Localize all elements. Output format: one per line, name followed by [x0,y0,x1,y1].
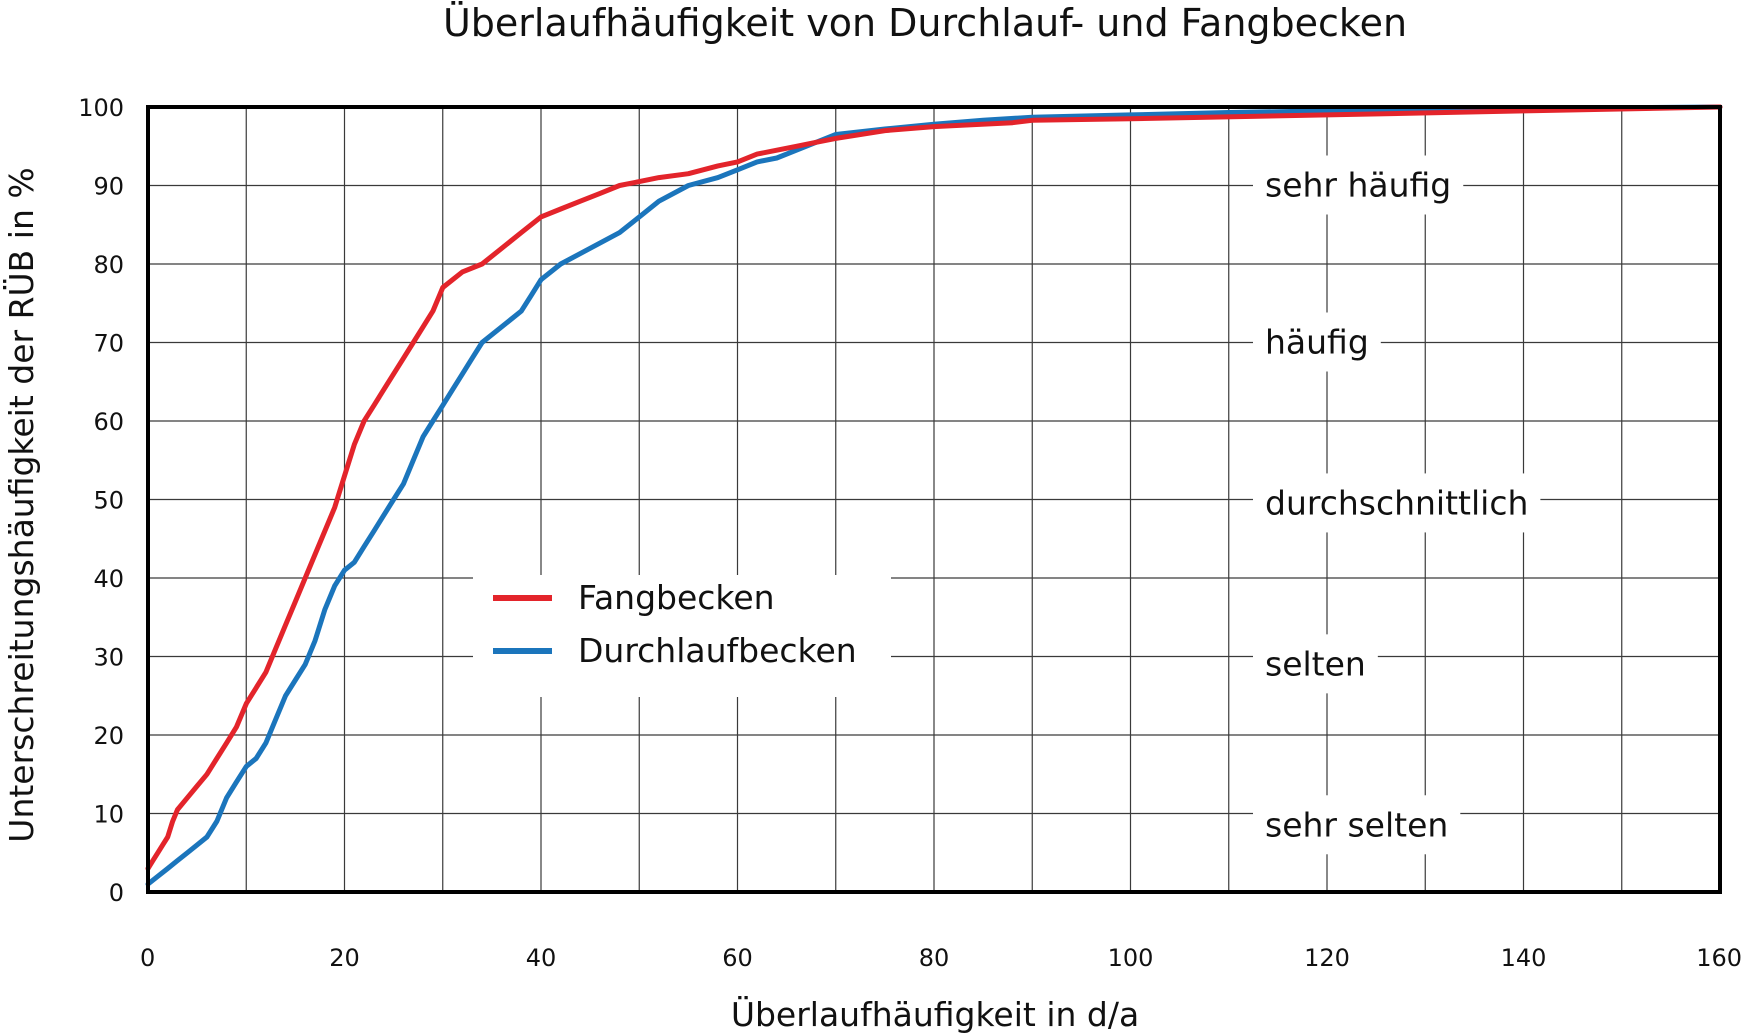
y-tick-label: 0 [109,879,124,907]
x-tick-label: 0 [140,944,155,972]
x-tick-label: 120 [1304,944,1350,972]
y-tick-label: 20 [93,722,124,750]
band-label: selten [1265,644,1366,683]
y-tick-label: 50 [93,487,124,515]
legend-label-durchlaufbecken: Durchlaufbecken [578,631,857,670]
y-axis-title: Unterschreitungshäufigkeit der RÜB in % [1,167,41,842]
x-tick-label: 40 [526,944,557,972]
band-label-background [1253,634,1378,694]
band-label: sehr häufig [1265,166,1451,205]
series-lines [145,104,1723,887]
band-labels: sehr häufig häufig durchschnittlich selten s… [1253,155,1541,855]
band-label: sehr selten [1265,805,1448,844]
y-tick-labels: 0 10 20 30 40 50 60 70 80 90 100 [78,94,124,907]
plot-frame [146,105,1722,894]
x-tick-label: 20 [329,944,360,972]
y-tick-label: 90 [93,173,124,201]
band-label-background [1253,312,1381,372]
y-tick-label: 80 [93,251,124,279]
band-label-background [1253,155,1464,215]
y-tick-label: 100 [78,94,124,122]
x-tick-label: 160 [1696,944,1741,972]
y-tick-label: 40 [93,565,124,593]
legend-label-fangbecken: Fangbecken [578,578,775,617]
chart-title: Überlaufhäufigkeit von Durchlauf- und Fa… [443,1,1407,45]
x-tick-label: 80 [919,944,950,972]
band-label: häufig [1265,323,1369,362]
x-tick-label: 60 [722,944,753,972]
series-line-fangbecken [145,104,1723,871]
y-tick-label: 60 [93,408,124,436]
y-tick-label: 30 [93,644,124,672]
y-tick-label: 10 [93,801,124,829]
x-tick-labels: 0 20 40 60 80 100 120 140 160 [140,944,1741,972]
band-label-background [1253,473,1541,533]
x-tick-label: 100 [1108,944,1154,972]
band-label: durchschnittlich [1265,483,1528,522]
x-tick-label: 140 [1501,944,1547,972]
y-tick-label: 70 [93,330,124,358]
band-label-background [1253,795,1461,855]
x-axis-title: Überlaufhäufigkeit in d/a [731,994,1139,1034]
legend: Fangbecken Durchlaufbecken [473,575,891,697]
